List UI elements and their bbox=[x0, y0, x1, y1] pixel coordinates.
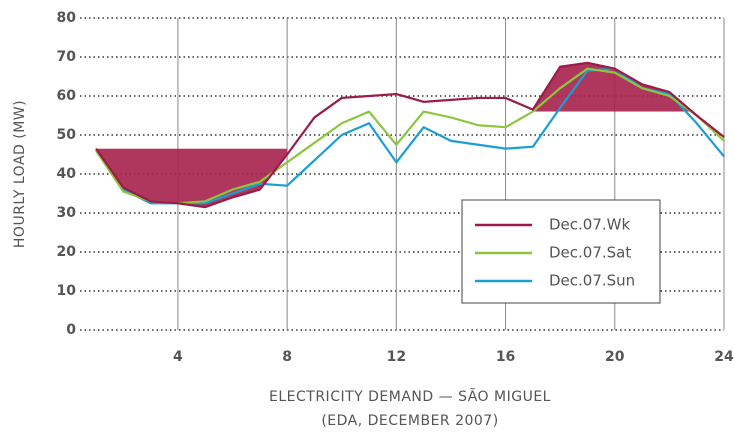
legend-label: Dec.07.Sat bbox=[549, 244, 631, 262]
y-tick-label: 20 bbox=[57, 244, 77, 260]
legend-label: Dec.07.Sun bbox=[549, 272, 635, 290]
y-tick-label: 70 bbox=[57, 49, 77, 65]
y-tick-label: 50 bbox=[57, 127, 77, 143]
x-tick-label: 4 bbox=[173, 349, 183, 365]
y-tick-label: 40 bbox=[57, 166, 77, 182]
x-tick-label: 20 bbox=[605, 349, 625, 365]
series-line bbox=[95, 61, 725, 209]
chart-title: ELECTRICITY DEMAND — SÃO MIGUEL bbox=[269, 388, 551, 405]
x-tick-label: 16 bbox=[496, 349, 515, 365]
highlight-band bbox=[532, 62, 697, 112]
y-tick-label: 10 bbox=[57, 283, 77, 299]
legend-box bbox=[461, 199, 661, 304]
y-tick-label: 0 bbox=[66, 322, 76, 338]
highlight-band bbox=[96, 148, 288, 208]
y-tick-label: 80 bbox=[57, 10, 77, 26]
x-tick-label: 8 bbox=[282, 349, 292, 365]
x-tick-label: 12 bbox=[387, 349, 406, 365]
chart-subtitle: (EDA, DECEMBER 2007) bbox=[321, 413, 498, 429]
y-tick-label: 60 bbox=[57, 88, 77, 104]
x-tick-label: 24 bbox=[714, 349, 734, 365]
series-line bbox=[95, 67, 725, 205]
y-tick-label: 30 bbox=[57, 205, 77, 221]
y-axis-label: HOURLY LOAD (MW) bbox=[12, 100, 28, 248]
legend-label: Dec.07.Wk bbox=[549, 216, 630, 234]
